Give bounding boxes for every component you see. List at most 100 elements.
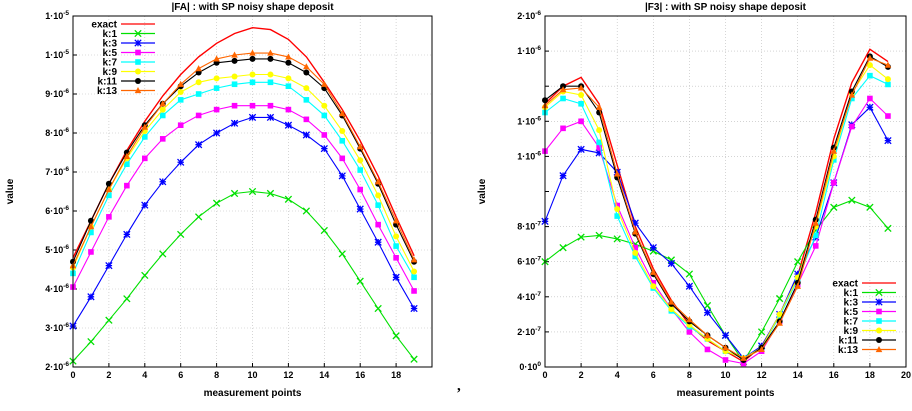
data-point: [577, 145, 585, 154]
series-k-9: [542, 62, 891, 362]
data-point: [124, 161, 130, 167]
data-point: [812, 243, 819, 249]
legend-marker: [135, 68, 141, 75]
x-tick-label: 14: [793, 370, 803, 380]
y-tick-label: 4·10-7: [517, 291, 541, 302]
series-line: [72, 26, 415, 259]
data-point: [392, 273, 400, 281]
legend-label: k:9: [103, 67, 118, 78]
x-tick-label: 18: [391, 370, 401, 380]
y-tick-label: 3·10-6: [45, 322, 69, 333]
x-tick-label: 18: [865, 370, 875, 380]
x-tick-label: 8: [687, 370, 692, 380]
data-point: [614, 206, 621, 213]
series-line: [72, 52, 415, 266]
data-point: [248, 113, 257, 122]
data-point: [88, 249, 94, 255]
data-point: [631, 228, 639, 235]
data-point: [740, 360, 747, 367]
data-point: [703, 308, 712, 317]
series-line: [544, 57, 889, 359]
data-point: [177, 97, 184, 103]
y-tick-label: 7·10-6: [45, 166, 69, 177]
data-point: [212, 199, 221, 207]
data-point: [213, 106, 220, 113]
data-point: [649, 244, 657, 252]
data-point: [159, 178, 167, 186]
data-point: [123, 230, 131, 239]
data-point: [321, 112, 328, 119]
data-point: [632, 244, 639, 251]
y-tick-label: 9·10-6: [45, 88, 69, 99]
data-point: [831, 157, 837, 163]
data-point: [650, 279, 657, 286]
data-point: [831, 179, 837, 186]
y-tick-label: 1·10-5: [45, 10, 69, 21]
data-point: [159, 106, 166, 113]
data-point: [106, 192, 112, 199]
data-point: [159, 100, 167, 107]
data-point: [267, 102, 274, 109]
series-k-7: [542, 72, 891, 362]
data-point: [631, 219, 639, 227]
legend-label: k:11: [839, 336, 859, 347]
data-point: [141, 201, 149, 209]
series-k-13: [541, 54, 892, 361]
data-point: [830, 203, 838, 211]
data-point: [159, 250, 167, 258]
legend-label: k:7: [844, 317, 859, 328]
x-tick-label: 14: [319, 370, 329, 380]
data-point: [285, 106, 292, 113]
data-point: [194, 213, 203, 221]
data-point: [410, 256, 418, 263]
data-point: [393, 243, 399, 249]
y-tick-label: 8·10-6: [45, 127, 69, 138]
data-point: [321, 132, 328, 138]
legend-label: k:9: [844, 326, 859, 337]
legend-marker: [876, 327, 882, 334]
data-point: [884, 61, 892, 68]
x-tick-label: 2: [579, 370, 584, 380]
data-point: [339, 128, 346, 135]
data-point: [866, 103, 874, 111]
data-point: [559, 86, 567, 93]
data-point: [195, 79, 202, 86]
data-point: [884, 224, 892, 233]
data-point: [375, 192, 382, 199]
data-point: [177, 230, 185, 239]
series-line: [72, 116, 415, 327]
data-point: [177, 122, 184, 128]
legend-label: exact: [91, 20, 117, 31]
data-point: [650, 268, 657, 275]
y-axis-label: value: [477, 178, 488, 204]
data-point: [596, 127, 603, 134]
series-exact: [72, 26, 415, 259]
data-point: [577, 233, 585, 241]
data-point: [757, 328, 766, 336]
data-point: [595, 103, 603, 110]
chart-2: |F3| : with SP noisy shape deposit 0 2 4 6 8 1…: [477, 2, 911, 399]
data-point: [578, 100, 584, 107]
data-point: [87, 223, 95, 230]
y-tick-label: 2·10-7: [517, 326, 541, 337]
legend-label: k:5: [103, 48, 118, 59]
legend-label: k:13: [838, 345, 858, 356]
data-point: [392, 332, 400, 340]
data-point: [303, 69, 310, 76]
data-point: [141, 123, 149, 130]
data-point: [559, 172, 567, 180]
data-point: [596, 144, 602, 151]
data-point: [195, 65, 202, 72]
data-point: [794, 282, 801, 289]
data-point: [848, 196, 856, 204]
data-point: [284, 121, 293, 129]
data-point: [302, 207, 311, 215]
data-point: [668, 298, 675, 305]
data-point: [339, 138, 346, 144]
data-point: [559, 244, 567, 252]
data-point: [267, 79, 274, 86]
data-point: [721, 331, 730, 340]
data-point: [849, 123, 855, 130]
data-point: [632, 253, 639, 260]
